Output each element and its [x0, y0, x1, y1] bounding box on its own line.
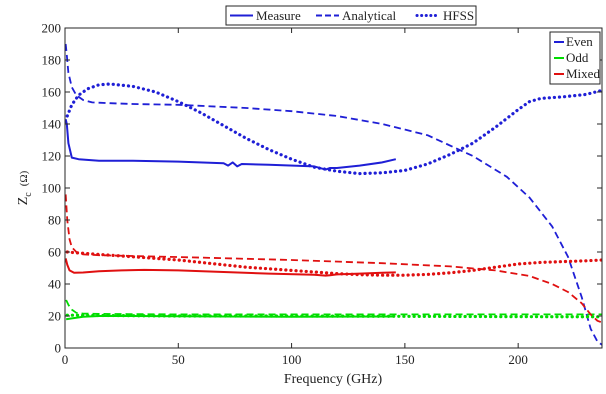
series-line-odd-hfss [65, 313, 602, 319]
x-axis-ticks: 0 50 100 150 200 [62, 28, 528, 367]
x-tick-label: 100 [282, 352, 302, 367]
series-layer [65, 43, 602, 346]
series-line-odd-analytical [65, 299, 602, 316]
y-tick-label: 200 [42, 21, 62, 36]
y-tick-label: 100 [42, 181, 62, 196]
legend-label-odd: Odd [566, 50, 589, 65]
y-tick-label: 80 [48, 213, 61, 228]
y-tick-label: 40 [48, 277, 61, 292]
y-tick-label: 60 [48, 245, 61, 260]
y-axis-ticks: 0 20 40 60 80 100 120 140 160 180 200 [42, 21, 602, 356]
legend-label-measure: Measure [256, 8, 301, 23]
x-tick-label: 50 [172, 352, 185, 367]
legend-label-hfss: HFSS [443, 8, 474, 23]
x-axis-label: Frequency (GHz) [284, 372, 383, 387]
method-legend-box [225, 5, 477, 26]
plot-area-frame [64, 27, 603, 349]
x-tick-label: 0 [62, 352, 69, 367]
legend-label-even: Even [566, 34, 593, 49]
y-tick-label: 120 [42, 149, 62, 164]
y-axis-label-sub: c [23, 192, 34, 197]
y-axis-label-main: Z [16, 197, 31, 206]
series-line-even-analytical [65, 43, 602, 346]
y-tick-label: 180 [42, 53, 62, 68]
svg-text:Zc(Ω): Zc (Ω) [16, 170, 34, 205]
series-line-even-hfss [65, 82, 602, 176]
y-axis-label: Zc (Ω) [16, 170, 34, 205]
y-axis-label-unit: (Ω) [18, 170, 30, 186]
y-tick-label: 0 [55, 341, 62, 356]
mode-legend-box [549, 31, 601, 85]
x-tick-label: 200 [508, 352, 528, 367]
y-tick-label: 160 [42, 85, 62, 100]
y-tick-label: 140 [42, 117, 62, 132]
x-tick-label: 150 [395, 352, 415, 367]
series-line-mixed-analytical [65, 194, 602, 324]
y-tick-label: 20 [48, 309, 61, 324]
series-line-mixed-hfss [65, 250, 602, 277]
legend-label-mixed: Mixed [566, 66, 600, 81]
legend-label-analytical: Analytical [342, 8, 397, 23]
series-line-even-measure [65, 118, 397, 171]
method-legend: Measure Analytical HFSS [225, 5, 477, 26]
mode-legend: Even Odd Mixed [549, 31, 601, 85]
